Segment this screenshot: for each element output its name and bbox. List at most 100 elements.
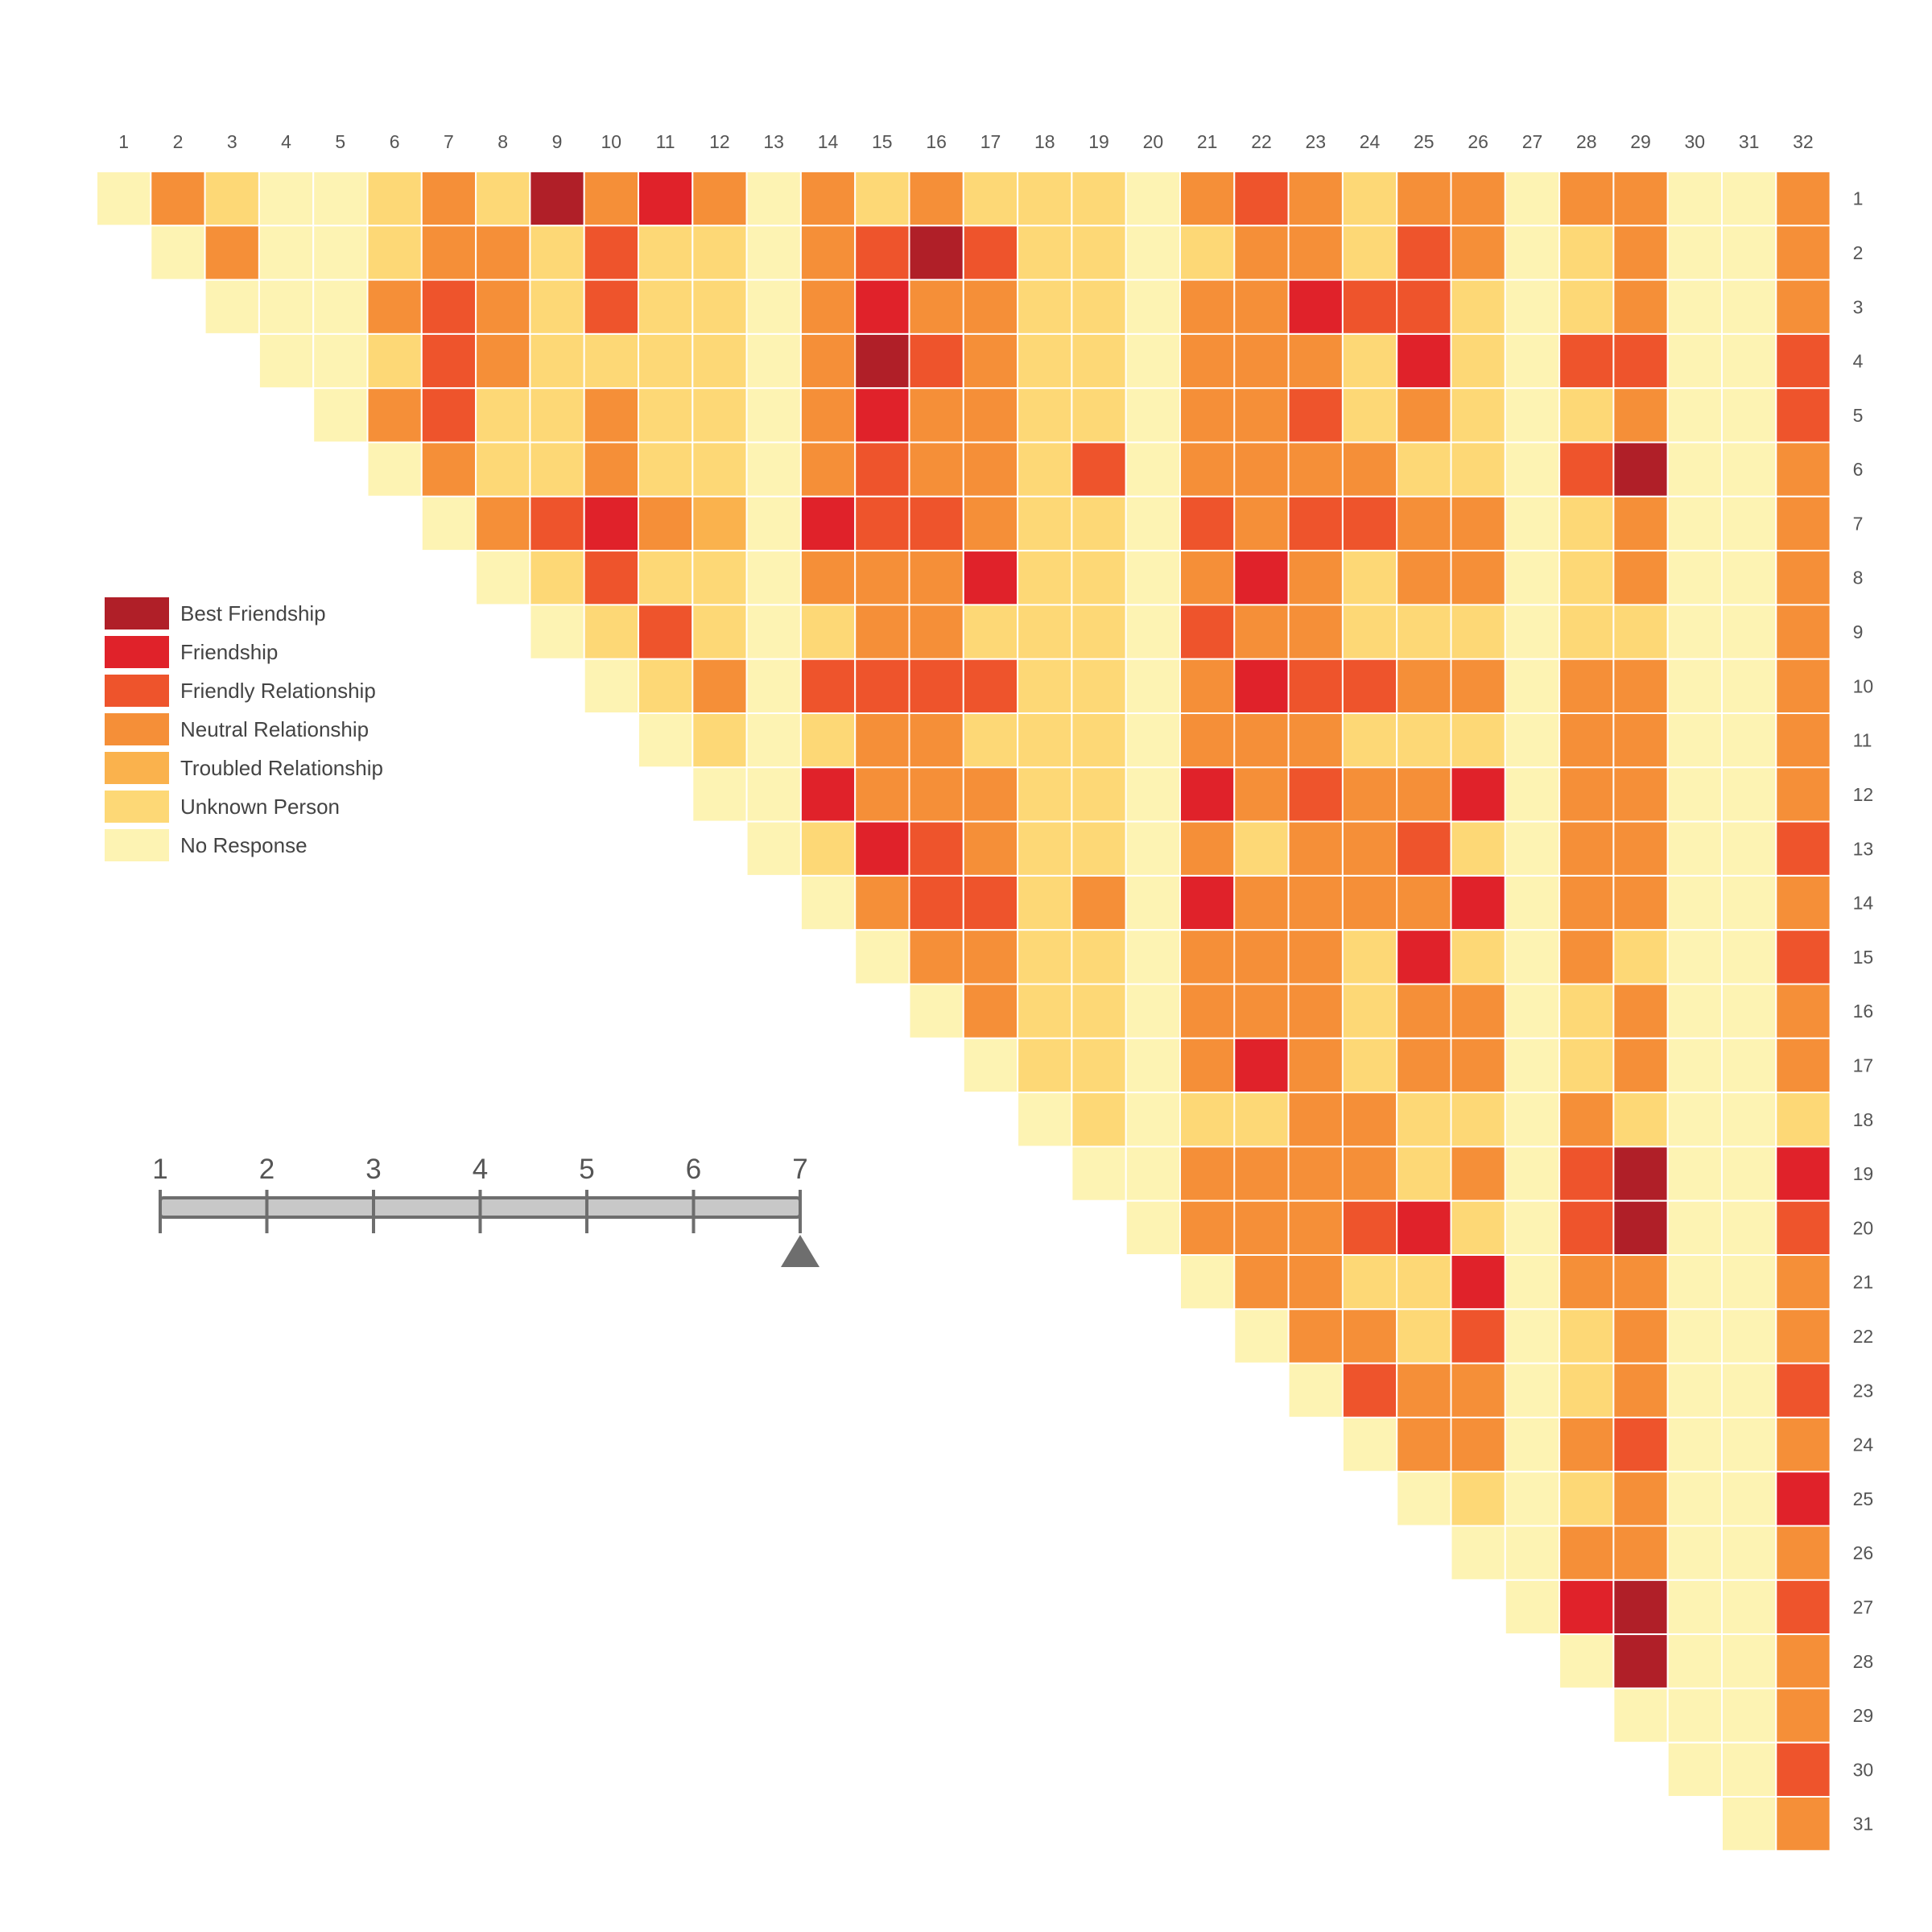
heatmap-cell	[1287, 332, 1344, 390]
heatmap-cell	[1558, 1092, 1615, 1148]
heatmap-cell	[638, 658, 694, 715]
heatmap-cell	[1558, 658, 1615, 715]
heatmap-cell	[1341, 1146, 1398, 1202]
legend-swatch	[105, 829, 169, 861]
heatmap-cell	[420, 495, 477, 552]
heatmap-cell	[1775, 1037, 1831, 1094]
heatmap-cell	[1666, 550, 1723, 606]
heatmap-cell	[1233, 332, 1290, 390]
heatmap-cell	[1341, 983, 1398, 1039]
heatmap-cell	[1721, 387, 1777, 444]
heatmap-cell	[1017, 874, 1073, 931]
slider-handle-icon[interactable]	[781, 1235, 819, 1267]
heatmap-cell	[962, 658, 1019, 715]
heatmap-cell	[908, 874, 964, 931]
heatmap-cell	[799, 495, 857, 552]
heatmap-cell	[529, 387, 585, 444]
heatmap-cell	[1341, 550, 1398, 606]
column-label: 9	[552, 131, 563, 152]
heatmap-cell	[1666, 1525, 1723, 1581]
heatmap-cell	[1179, 712, 1236, 769]
column-label: 26	[1468, 131, 1488, 152]
column-label: 1	[118, 131, 129, 152]
heatmap-cell	[1558, 550, 1615, 606]
heatmap-cell	[1450, 1092, 1506, 1148]
heatmap-cell	[1612, 712, 1669, 769]
column-label: 4	[281, 131, 291, 152]
heatmap-cell	[962, 332, 1019, 390]
heatmap-cell	[1666, 983, 1723, 1039]
heatmap-cell	[1125, 929, 1181, 985]
heatmap-cell	[1341, 1362, 1398, 1418]
heatmap-cell	[366, 279, 423, 335]
heatmap-cell	[366, 387, 423, 444]
heatmap-cell	[1666, 1416, 1723, 1473]
heatmap-cell	[1666, 495, 1723, 552]
legend-swatch	[105, 713, 169, 745]
heatmap-cell	[854, 766, 910, 823]
column-label: 16	[926, 131, 947, 152]
heatmap-cell	[1341, 712, 1398, 769]
heatmap-cell	[529, 279, 585, 335]
column-label: 7	[444, 131, 454, 152]
heatmap-cell	[1071, 332, 1127, 390]
heatmap-cell	[1558, 929, 1615, 985]
heatmap-cell	[420, 279, 477, 335]
heatmap-cell	[1612, 1092, 1669, 1148]
heatmap-cell	[745, 820, 802, 877]
heatmap-cell	[1558, 1146, 1615, 1202]
level-slider[interactable]: 1 2 3 4 5 6 7	[152, 1154, 819, 1267]
heatmap-cell	[1071, 929, 1127, 985]
heatmap-cell	[745, 225, 802, 281]
heatmap-cell	[1233, 766, 1290, 823]
heatmap-cell	[1558, 1525, 1615, 1581]
heatmap-cell	[1504, 550, 1561, 606]
heatmap-cell	[529, 332, 585, 390]
heatmap-cell	[366, 171, 423, 227]
heatmap-cell	[1721, 712, 1777, 769]
heatmap-cell	[1017, 604, 1073, 660]
heatmap-cell	[529, 604, 585, 660]
heatmap-cell	[1450, 983, 1506, 1039]
heatmap-cell	[1396, 1362, 1452, 1418]
heatmap-cell	[854, 658, 910, 715]
heatmap-cell	[1396, 658, 1452, 715]
heatmap-cell	[1450, 171, 1506, 227]
heatmap-cell	[1504, 712, 1561, 769]
heatmap-cell	[745, 495, 802, 552]
column-label: 27	[1522, 131, 1543, 152]
heatmap-cell	[1775, 983, 1831, 1039]
heatmap-cell	[638, 550, 694, 606]
heatmap-cell	[1666, 604, 1723, 660]
heatmap-cell	[1125, 1092, 1181, 1148]
heatmap-cell	[1775, 658, 1831, 715]
slider-tick-label: 2	[259, 1154, 275, 1185]
column-label: 30	[1685, 131, 1706, 152]
heatmap-cell	[908, 171, 964, 227]
heatmap-cell	[1287, 1199, 1344, 1256]
heatmap-cell	[1721, 441, 1777, 497]
row-label: 13	[1853, 838, 1874, 859]
heatmap-cell	[1179, 929, 1236, 985]
heatmap-cell	[1287, 1092, 1344, 1148]
heatmap-cell	[258, 279, 315, 335]
heatmap-cell	[1017, 820, 1073, 877]
heatmap-cell	[1504, 332, 1561, 390]
heatmap-cell	[1775, 1092, 1831, 1148]
heatmap-cell	[1612, 1037, 1669, 1094]
heatmap-cell	[1612, 1254, 1669, 1311]
heatmap-cell	[366, 441, 423, 497]
heatmap-cell	[1612, 171, 1669, 227]
heatmap-cell	[1450, 279, 1506, 335]
column-label: 18	[1034, 131, 1055, 152]
legend-label: Friendly Relationship	[180, 679, 376, 703]
heatmap-cell	[1287, 387, 1344, 444]
heatmap-cell	[1287, 766, 1344, 823]
heatmap-cell	[1775, 874, 1831, 931]
heatmap-cell	[1125, 874, 1181, 931]
heatmap-cell	[1775, 1525, 1831, 1581]
heatmap-cell	[1233, 1092, 1290, 1148]
heatmap-cell	[962, 441, 1019, 497]
heatmap-cell	[1341, 658, 1398, 715]
heatmap-cell	[1125, 1146, 1181, 1202]
